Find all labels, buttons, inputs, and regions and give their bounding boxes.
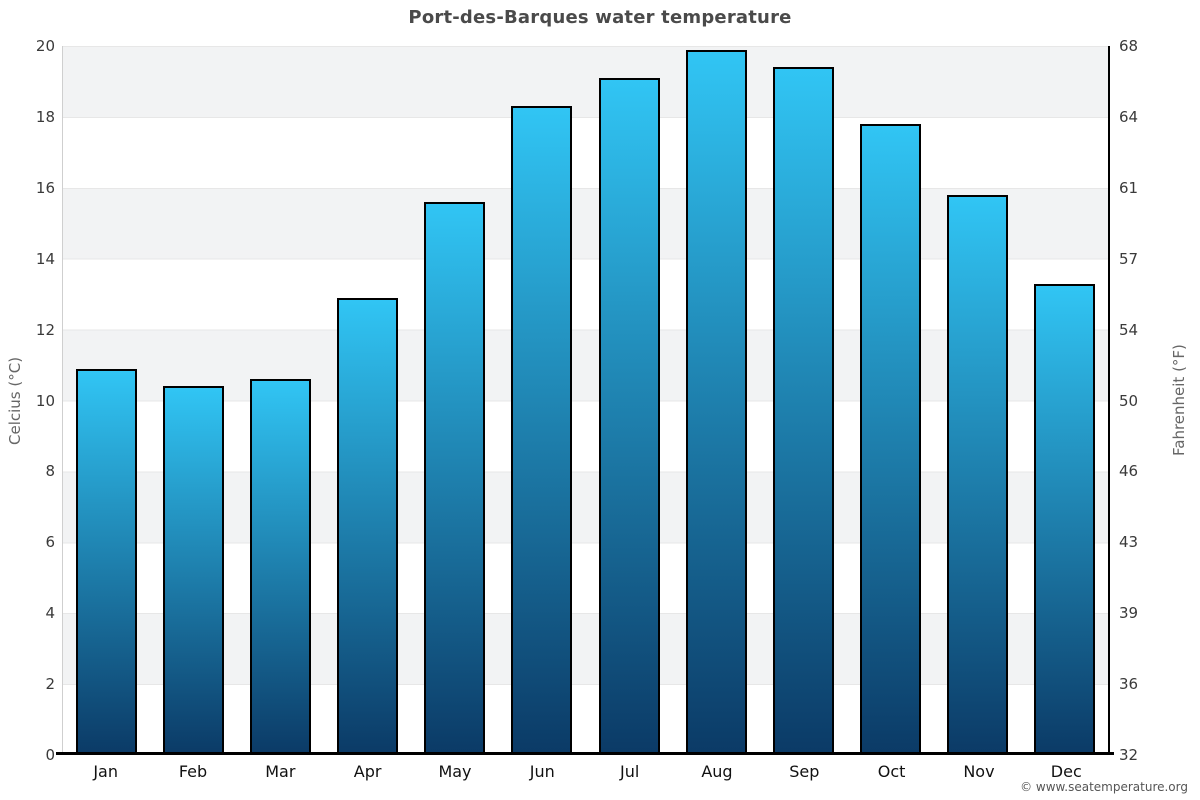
bar-slot-mar [237, 46, 324, 755]
tick-f-68: 68 [1119, 37, 1139, 55]
plot-area [62, 46, 1110, 755]
bar-jul [598, 77, 660, 755]
bar-apr [337, 297, 399, 755]
bar-slot-nov [934, 46, 1021, 755]
y-axis-ticks-fahrenheit: 32 36 39 43 46 50 54 57 61 64 68 [1119, 37, 1179, 764]
bar-slot-oct [847, 46, 934, 755]
bar-mar [250, 379, 312, 755]
x-label-may: May [438, 762, 472, 781]
tick-c-4: 4 [45, 604, 55, 623]
tick-c-14: 14 [35, 249, 55, 268]
bar-feb [163, 386, 225, 755]
copyright-text: © www.seatemperature.org [1020, 780, 1188, 794]
tick-f-43: 43 [1119, 533, 1139, 552]
x-label-nov: Nov [963, 762, 995, 781]
x-label-jul: Jul [619, 762, 640, 781]
x-label-feb: Feb [178, 762, 208, 781]
x-label-jun: Jun [529, 762, 555, 781]
bar-slot-aug [673, 46, 760, 755]
x-axis-line [56, 752, 1114, 755]
bar-sep [772, 67, 834, 755]
tick-c-2: 2 [45, 675, 55, 694]
bar-slot-may [411, 46, 498, 755]
bar-slot-jul [585, 46, 672, 755]
tick-f-57: 57 [1119, 249, 1139, 268]
tick-f-54: 54 [1119, 320, 1139, 339]
tick-c-10: 10 [35, 391, 55, 410]
bar-jun [511, 106, 573, 755]
tick-f-46: 46 [1119, 462, 1139, 481]
y-axis-ticks-celsius: 0 2 4 6 8 10 12 14 16 18 20 [0, 37, 55, 764]
bar-slot-jun [498, 46, 585, 755]
x-label-mar: Mar [265, 762, 296, 781]
bar-slot-jan [63, 46, 150, 755]
x-label-jan: Jan [93, 762, 118, 781]
tick-f-61: 61 [1119, 178, 1139, 197]
bar-may [424, 201, 486, 755]
bar-oct [859, 124, 921, 755]
tick-f-36: 36 [1119, 675, 1139, 694]
bar-aug [685, 49, 747, 755]
tick-f-64: 64 [1119, 107, 1139, 126]
tick-c-16: 16 [35, 178, 55, 197]
tick-c-8: 8 [45, 462, 55, 481]
bar-nov [946, 194, 1008, 755]
bar-slot-apr [324, 46, 411, 755]
x-label-oct: Oct [877, 762, 906, 781]
bars-area [63, 46, 1108, 755]
tick-c-0: 0 [45, 746, 55, 764]
tick-c-18: 18 [35, 107, 55, 126]
tick-f-32: 32 [1119, 746, 1139, 764]
x-label-apr: Apr [353, 762, 382, 781]
tick-c-12: 12 [35, 320, 55, 339]
chart-title: Port-des-Barques water temperature [408, 7, 792, 28]
tick-c-20: 20 [35, 37, 55, 55]
bar-dec [1033, 283, 1095, 755]
bar-slot-sep [760, 46, 847, 755]
x-label-dec: Dec [1050, 762, 1082, 781]
x-axis-labels: Jan Feb Mar Apr May Jun Jul Aug Sep Oct Nov Dec [62, 762, 1110, 781]
tick-f-50: 50 [1119, 391, 1139, 410]
bar-slot-dec [1021, 46, 1108, 755]
tick-c-6: 6 [45, 533, 55, 552]
tick-f-39: 39 [1119, 604, 1139, 623]
bar-jan [76, 368, 138, 755]
x-label-sep: Sep [789, 762, 820, 781]
x-label-aug: Aug [701, 762, 733, 781]
bar-slot-feb [150, 46, 237, 755]
